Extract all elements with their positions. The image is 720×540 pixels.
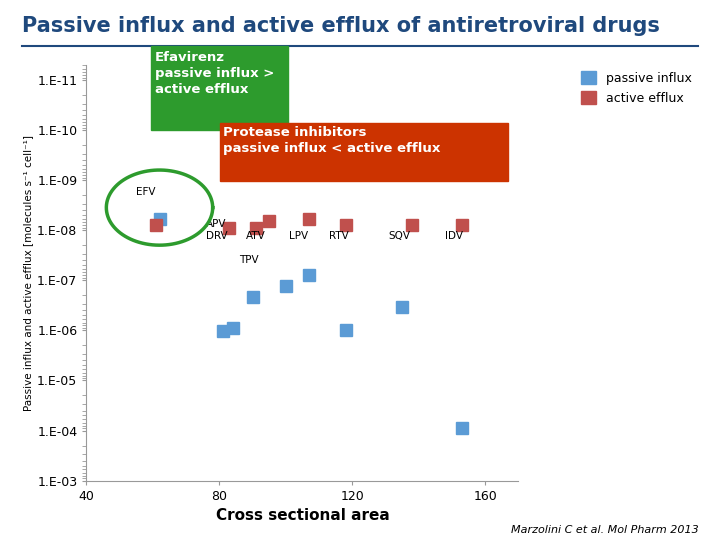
Text: ATV: ATV [246, 231, 266, 241]
Text: Efavirenz
passive influx >
active efflux: Efavirenz passive influx > active efflux [155, 51, 274, 96]
Text: Passive influx and active efflux of antiretroviral drugs: Passive influx and active efflux of anti… [22, 16, 660, 36]
Text: EFV: EFV [136, 187, 156, 197]
Text: LPV: LPV [289, 231, 308, 241]
Text: RTV: RTV [329, 231, 348, 241]
Text: DRV: DRV [206, 231, 228, 241]
Text: Marzolini C et al. Mol Pharm 2013: Marzolini C et al. Mol Pharm 2013 [510, 524, 698, 535]
Text: APV: APV [206, 219, 227, 229]
Text: TPV: TPV [239, 255, 259, 265]
Text: SQV: SQV [389, 231, 411, 241]
Legend: passive influx, active efflux: passive influx, active efflux [581, 71, 692, 105]
X-axis label: Cross sectional area: Cross sectional area [215, 508, 390, 523]
Y-axis label: Passive influx and active efflux [molecules s⁻¹ cell⁻¹]: Passive influx and active efflux [molecu… [23, 134, 33, 411]
Text: Protease inhibitors
passive influx < active efflux: Protease inhibitors passive influx < act… [223, 126, 441, 156]
Text: IDV: IDV [445, 231, 463, 241]
